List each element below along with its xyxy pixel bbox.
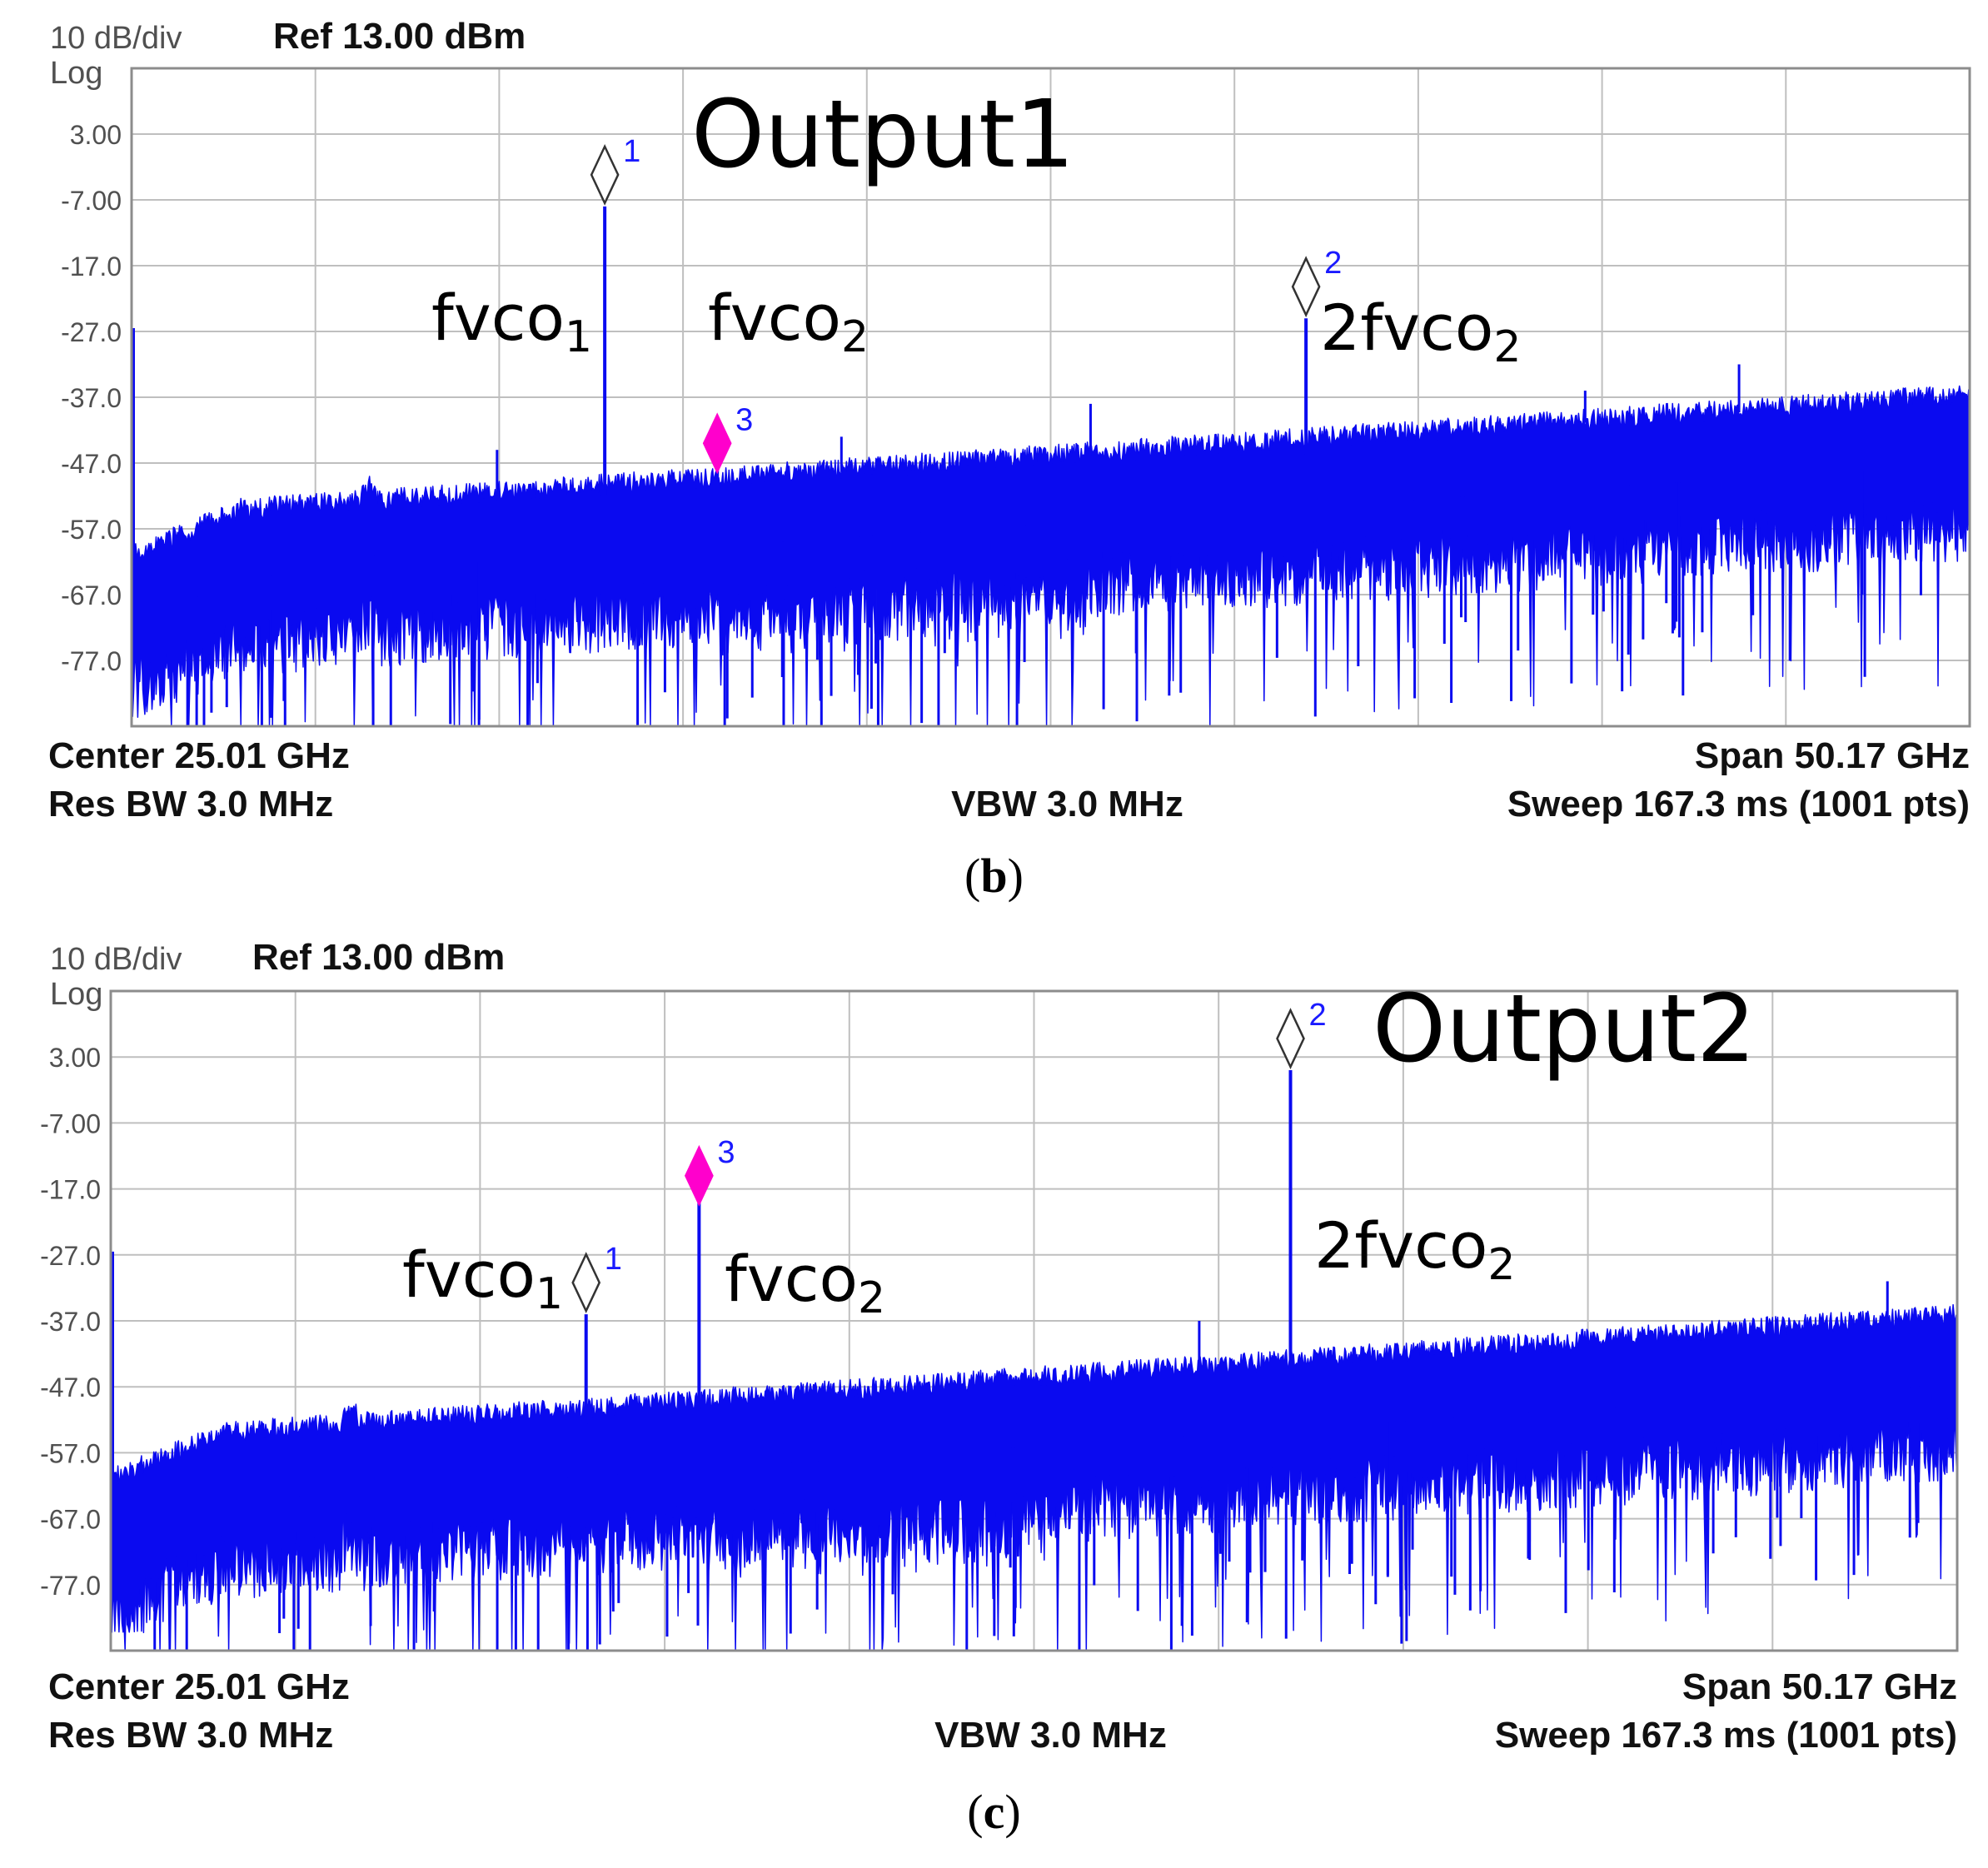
marker-diamond [1291, 256, 1321, 318]
panel-caption-letter: c [983, 1785, 1005, 1839]
res-bw-label: Res BW 3.0 MHz [48, 784, 333, 824]
2fvco2-annotation-subscript: 2 [1493, 322, 1521, 372]
marker-number: 1 [623, 134, 640, 169]
span-label: Span 50.17 GHz [1695, 735, 1970, 776]
span-label: Span 50.17 GHz [1682, 1666, 1957, 1707]
y-tick-label: -77.0 [61, 646, 122, 676]
2fvco2-annotation-text: 2fvco [1314, 1208, 1487, 1283]
y-tick-label: -67.0 [40, 1505, 101, 1535]
scale-label: 10 dB/div [50, 21, 182, 56]
panel-caption-letter: b [980, 849, 1008, 903]
spectrum-panel-b: 1 2 3 10 dB/div Log Ref 13.00 dBm 3.00 -7.00 -17… [0, 0, 1988, 929]
center-frequency-label: Center 25.01 GHz [48, 735, 350, 776]
panel-caption-b: (b) [964, 849, 1024, 903]
fvco2-annotation: fvco2 [725, 1242, 885, 1323]
2fvco2-annotation-text: 2fvco [1320, 291, 1493, 365]
output-label: Output1 [691, 81, 1074, 189]
output-label: Output2 [1373, 975, 1756, 1083]
y-tick-label: -17.0 [61, 252, 122, 281]
fvco2-annotation: fvco2 [708, 281, 869, 362]
fvco1-annotation-text: fvco [431, 281, 565, 355]
2fvco2-annotation: 2fvco2 [1314, 1208, 1515, 1290]
y-tick-label: -47.0 [61, 449, 122, 479]
y-tick-label: -37.0 [61, 383, 122, 413]
plot-border [109, 989, 1959, 1652]
fvco1-annotation: fvco1 [402, 1238, 563, 1319]
y-tick-label: -27.0 [61, 317, 122, 347]
2fvco2-annotation: 2fvco2 [1320, 291, 1521, 372]
scale-label: 10 dB/div [50, 942, 182, 977]
fvco2-annotation-text: fvco [725, 1242, 858, 1316]
y-tick-label: -57.0 [40, 1438, 101, 1468]
active-marker-diamond [684, 1144, 714, 1207]
res-bw-label: Res BW 3.0 MHz [48, 1715, 333, 1756]
fvco1-annotation: fvco1 [431, 281, 592, 362]
y-tick-label: -67.0 [61, 580, 122, 610]
y-tick-label: -57.0 [61, 515, 122, 545]
y-tick-label: -17.0 [40, 1175, 101, 1205]
fvco2-annotation-subscript: 2 [858, 1273, 885, 1323]
marker-number: 2 [1324, 246, 1342, 281]
marker-diamond [590, 143, 620, 206]
marker-number: 3 [717, 1135, 735, 1170]
y-tick-label: -37.0 [40, 1307, 101, 1337]
panel-caption-c: (c) [967, 1785, 1021, 1839]
noise-spikes [153, 1386, 1920, 1651]
y-tick-label: -47.0 [40, 1372, 101, 1402]
y-tick-label: -7.00 [61, 186, 122, 216]
marker-number: 3 [735, 402, 753, 437]
log-label: Log [50, 56, 102, 91]
marker-diamond [571, 1252, 601, 1314]
spurs [496, 364, 1741, 496]
fvco2-annotation-text: fvco [708, 281, 841, 355]
sweep-label: Sweep 167.3 ms (1001 pts) [1507, 784, 1970, 824]
sweep-label: Sweep 167.3 ms (1001 pts) [1495, 1715, 1957, 1756]
fvco1-annotation-subscript: 1 [565, 312, 592, 362]
fvco1-annotation-text: fvco [402, 1238, 536, 1312]
y-tick-label: -7.00 [40, 1108, 101, 1138]
ref-level-label: Ref 13.00 dBm [273, 16, 526, 57]
noise-spikes [186, 466, 1922, 726]
active-marker-diamond [702, 412, 732, 475]
fvco2-annotation-subscript: 2 [841, 312, 869, 362]
plot-border [130, 67, 1971, 728]
marker-number: 1 [605, 1242, 622, 1277]
y-tick-label: -77.0 [40, 1571, 101, 1601]
y-tick-label: -27.0 [40, 1241, 101, 1271]
log-label: Log [50, 977, 102, 1012]
spectrum-panel-c: 1 2 3 10 dB/div Log Ref 13.00 dBm 3.00 -7.00 -17… [0, 924, 1988, 1868]
y-tick-label: 3.00 [70, 120, 122, 150]
vbw-label: VBW 3.0 MHz [934, 1715, 1167, 1756]
spurs [1198, 1281, 1889, 1369]
center-frequency-label: Center 25.01 GHz [48, 1666, 350, 1707]
2fvco2-annotation-subscript: 2 [1487, 1240, 1515, 1290]
marker-diamond [1276, 1008, 1305, 1069]
marker-number: 2 [1309, 998, 1327, 1033]
y-tick-label: 3.00 [49, 1043, 101, 1073]
ref-level-label: Ref 13.00 dBm [252, 937, 505, 978]
fvco1-annotation-subscript: 1 [536, 1269, 563, 1319]
vbw-label: VBW 3.0 MHz [951, 784, 1183, 824]
